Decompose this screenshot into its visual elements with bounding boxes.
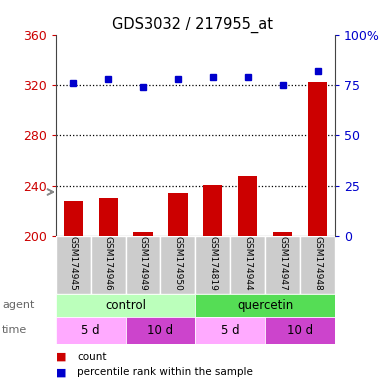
Bar	[64, 201, 83, 236]
Text: 5 d: 5 d	[221, 324, 239, 337]
Text: time: time	[2, 325, 27, 335]
Bar	[99, 199, 118, 236]
Text: GSM174946: GSM174946	[104, 237, 113, 291]
Bar	[195, 317, 265, 344]
Text: agent: agent	[2, 300, 34, 310]
Text: GSM174819: GSM174819	[208, 237, 218, 291]
Bar	[273, 232, 292, 236]
Bar	[203, 184, 223, 236]
Text: ■: ■	[56, 367, 66, 377]
Bar	[126, 317, 195, 344]
Text: GSM174949: GSM174949	[139, 237, 147, 291]
Bar	[161, 236, 195, 294]
Bar	[134, 232, 152, 236]
Bar	[168, 193, 187, 236]
Bar	[238, 176, 257, 236]
Text: GSM174947: GSM174947	[278, 237, 287, 291]
Text: GSM174950: GSM174950	[173, 237, 182, 291]
Text: count: count	[77, 352, 107, 362]
Text: control: control	[105, 299, 146, 312]
Bar	[195, 236, 230, 294]
Bar	[56, 294, 195, 317]
Text: GDS3032 / 217955_at: GDS3032 / 217955_at	[112, 17, 273, 33]
Text: 10 d: 10 d	[287, 324, 313, 337]
Bar	[265, 236, 300, 294]
Text: quercetin: quercetin	[237, 299, 293, 312]
Bar	[126, 236, 161, 294]
Text: GSM174944: GSM174944	[243, 237, 252, 291]
Text: GSM174945: GSM174945	[69, 237, 78, 291]
Text: percentile rank within the sample: percentile rank within the sample	[77, 367, 253, 377]
Bar	[195, 294, 335, 317]
Bar	[308, 83, 327, 236]
Bar	[230, 236, 265, 294]
Text: 5 d: 5 d	[81, 324, 100, 337]
Bar	[91, 236, 126, 294]
Bar	[300, 236, 335, 294]
Bar	[265, 317, 335, 344]
Bar	[56, 317, 126, 344]
Bar	[56, 236, 91, 294]
Text: GSM174948: GSM174948	[313, 237, 322, 291]
Text: 10 d: 10 d	[147, 324, 174, 337]
Text: ■: ■	[56, 352, 66, 362]
